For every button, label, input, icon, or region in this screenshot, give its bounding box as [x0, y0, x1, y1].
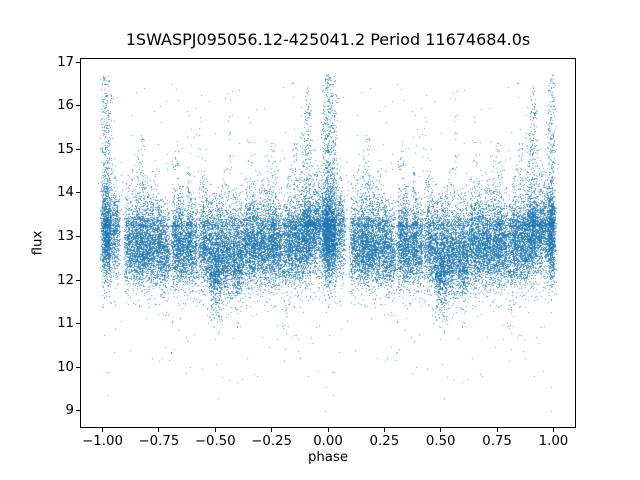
x-tick-label: −0.75: [138, 434, 180, 449]
y-tick-label: 9: [65, 403, 74, 419]
x-tick-mark: [271, 428, 273, 432]
y-tick-label: 16: [57, 98, 74, 114]
x-tick-label: 0.75: [482, 434, 512, 449]
y-tick-label: 12: [57, 272, 74, 288]
y-tick-mark: [76, 192, 80, 194]
y-tick-mark: [76, 410, 80, 412]
x-tick-label: 1.00: [538, 434, 569, 449]
x-tick-mark: [496, 428, 498, 432]
x-tick-mark: [552, 428, 554, 432]
scatter-plot-canvas: [80, 58, 576, 428]
x-axis-label: phase: [307, 450, 349, 465]
x-tick-mark: [440, 428, 442, 432]
y-tick-mark: [76, 323, 80, 325]
x-tick-mark: [327, 428, 329, 432]
x-tick-label: −0.25: [251, 434, 292, 449]
x-tick-label: −0.50: [194, 434, 236, 449]
plot-title: 1SWASPJ095056.12-425041.2 Period 1167468…: [125, 30, 531, 49]
y-tick-mark: [76, 105, 80, 107]
y-tick-mark: [76, 235, 80, 237]
x-tick-label: 0.00: [313, 434, 343, 449]
y-tick-mark: [76, 61, 80, 63]
y-tick-mark: [76, 366, 80, 368]
y-tick-label: 17: [57, 54, 74, 70]
x-tick-label: −1.00: [82, 434, 123, 449]
y-tick-label: 13: [57, 228, 74, 244]
x-tick-label: 0.50: [425, 434, 456, 449]
y-tick-label: 11: [57, 316, 74, 332]
y-tick-mark: [76, 279, 80, 281]
y-tick-label: 15: [57, 141, 74, 157]
y-tick-label: 14: [57, 185, 74, 201]
x-tick-label: 0.25: [369, 434, 400, 449]
y-tick-label: 10: [57, 359, 74, 375]
x-tick-mark: [102, 428, 104, 432]
y-tick-mark: [76, 148, 80, 150]
x-tick-mark: [383, 428, 385, 432]
x-tick-mark: [214, 428, 216, 432]
x-tick-mark: [158, 428, 160, 432]
